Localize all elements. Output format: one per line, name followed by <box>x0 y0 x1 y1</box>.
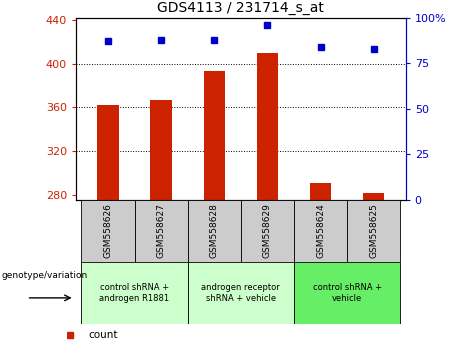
Bar <box>82 262 188 324</box>
Bar <box>97 105 118 200</box>
Bar <box>204 71 225 200</box>
Bar <box>188 200 241 262</box>
Bar <box>257 53 278 200</box>
Title: GDS4113 / 231714_s_at: GDS4113 / 231714_s_at <box>158 1 324 15</box>
Text: GSM558625: GSM558625 <box>369 204 378 258</box>
Bar <box>135 200 188 262</box>
Text: GSM558624: GSM558624 <box>316 204 325 258</box>
Text: control shRNA +
vehicle: control shRNA + vehicle <box>313 282 382 303</box>
Bar <box>150 99 172 200</box>
Text: GSM558626: GSM558626 <box>103 204 112 258</box>
Bar <box>188 262 294 324</box>
Text: control shRNA +
androgen R1881: control shRNA + androgen R1881 <box>100 282 170 303</box>
Bar <box>82 200 135 262</box>
Bar <box>294 262 400 324</box>
Text: GSM558628: GSM558628 <box>210 204 219 258</box>
Text: GSM558629: GSM558629 <box>263 204 272 258</box>
Bar <box>363 193 384 200</box>
Text: GSM558627: GSM558627 <box>157 204 165 258</box>
Bar <box>347 200 400 262</box>
Text: genotype/variation: genotype/variation <box>1 271 88 280</box>
Bar <box>310 183 331 200</box>
Text: count: count <box>89 330 118 340</box>
Bar <box>294 200 347 262</box>
Text: androgen receptor
shRNA + vehicle: androgen receptor shRNA + vehicle <box>201 282 280 303</box>
Bar <box>241 200 294 262</box>
